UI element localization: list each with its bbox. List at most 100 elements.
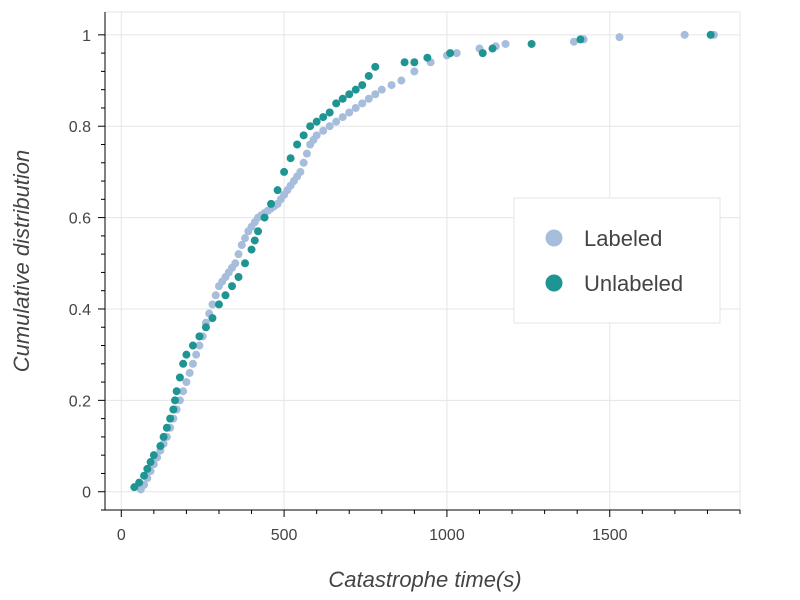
data-point-labeled [192, 350, 201, 359]
data-point-labeled [234, 250, 243, 259]
y-tick-label: 0.2 [69, 393, 91, 410]
data-point-labeled [387, 81, 396, 90]
axes: 0 500 1000 1500 0 0.2 0.4 0.6 0.8 1 [69, 12, 741, 544]
data-point-unlabeled [364, 71, 373, 80]
data-point-labeled [325, 122, 334, 131]
data-point-unlabeled [188, 341, 197, 350]
data-point-labeled [179, 387, 188, 396]
data-point-labeled [312, 131, 321, 140]
data-point-labeled [211, 291, 220, 300]
data-point-unlabeled [260, 213, 269, 222]
y-tick-label: 0.6 [69, 211, 91, 228]
data-point-labeled [208, 300, 217, 309]
x-axis-title: Catastrophe time(s) [328, 567, 521, 592]
data-point-labeled [377, 85, 386, 94]
y-axis-title: Cumulative distribution [9, 150, 34, 373]
data-point-labeled [364, 94, 373, 103]
data-point-unlabeled [312, 117, 321, 126]
data-point-unlabeled [166, 414, 175, 423]
data-point-unlabeled [159, 432, 168, 441]
legend-marker-labeled [545, 229, 563, 247]
data-point-labeled [345, 108, 354, 117]
data-point-unlabeled [172, 387, 181, 396]
x-tick-label: 0 [117, 527, 126, 544]
data-point-labeled [501, 39, 510, 48]
data-point-unlabeled [332, 99, 341, 108]
data-point-unlabeled [221, 291, 230, 300]
data-point-unlabeled [706, 30, 715, 39]
data-point-unlabeled [254, 227, 263, 236]
data-point-unlabeled [228, 282, 236, 291]
data-point-labeled [185, 368, 194, 377]
data-point-unlabeled [247, 245, 256, 254]
data-point-labeled [188, 359, 197, 368]
data-point-unlabeled [267, 199, 276, 208]
data-point-labeled [338, 113, 347, 122]
data-point-unlabeled [146, 458, 155, 467]
data-point-labeled [237, 241, 246, 250]
x-tick-label: 500 [271, 527, 298, 544]
y-tick-label: 0 [82, 485, 91, 502]
data-point-unlabeled [250, 236, 259, 245]
data-point-unlabeled [338, 94, 347, 103]
y-tick-label: 0.4 [69, 302, 91, 319]
data-point-labeled [182, 378, 191, 387]
data-point-unlabeled [325, 108, 334, 117]
data-point-unlabeled [135, 478, 144, 487]
data-point-unlabeled [280, 167, 289, 176]
data-point-labeled [319, 126, 328, 135]
data-point-unlabeled [208, 314, 217, 323]
data-point-unlabeled [488, 44, 497, 53]
data-point-labeled [452, 49, 461, 58]
data-point-unlabeled [319, 113, 328, 122]
data-point-unlabeled [156, 442, 165, 451]
data-point-unlabeled [169, 405, 178, 414]
data-point-unlabeled [143, 464, 152, 473]
data-point-labeled [231, 259, 240, 268]
data-point-labeled [299, 158, 308, 167]
data-point-unlabeled [234, 272, 243, 281]
data-point-labeled [296, 167, 305, 176]
data-point-unlabeled [423, 53, 432, 62]
legend-label-unlabeled: Unlabeled [584, 271, 683, 296]
data-point-unlabeled [410, 58, 419, 67]
data-point-unlabeled [171, 396, 180, 405]
data-point-unlabeled [201, 323, 210, 332]
data-point-unlabeled [446, 49, 455, 58]
data-point-unlabeled [527, 39, 536, 48]
legend-marker-unlabeled [545, 274, 563, 292]
data-point-unlabeled [140, 471, 149, 480]
grid [105, 12, 740, 510]
data-point-unlabeled [273, 186, 282, 195]
data-point-unlabeled [345, 90, 354, 99]
data-points [130, 30, 718, 494]
data-point-unlabeled [162, 423, 171, 432]
data-point-unlabeled [195, 332, 204, 341]
data-point-unlabeled [576, 35, 585, 44]
data-point-unlabeled [371, 62, 380, 71]
data-point-unlabeled [299, 131, 308, 140]
data-point-unlabeled [358, 81, 367, 90]
data-point-labeled [569, 37, 578, 46]
data-point-unlabeled [306, 122, 315, 131]
data-point-labeled [302, 149, 311, 158]
data-point-unlabeled [286, 154, 295, 163]
legend-box [513, 197, 721, 324]
data-point-labeled [351, 103, 360, 112]
data-point-labeled [680, 30, 689, 39]
x-tick-label: 1000 [429, 527, 465, 544]
y-tick-label: 1 [82, 28, 91, 45]
data-point-unlabeled [175, 373, 184, 382]
data-point-unlabeled [214, 300, 223, 309]
data-point-labeled [615, 33, 624, 42]
x-tick-label: 1500 [592, 527, 628, 544]
data-point-labeled [397, 76, 406, 85]
data-point-unlabeled [351, 85, 360, 94]
legend-label-labeled: Labeled [584, 226, 662, 251]
data-point-labeled [358, 99, 367, 108]
data-point-unlabeled [182, 350, 191, 359]
data-point-labeled [195, 341, 204, 350]
y-tick-label: 0.8 [69, 119, 91, 136]
data-point-unlabeled [400, 58, 409, 67]
